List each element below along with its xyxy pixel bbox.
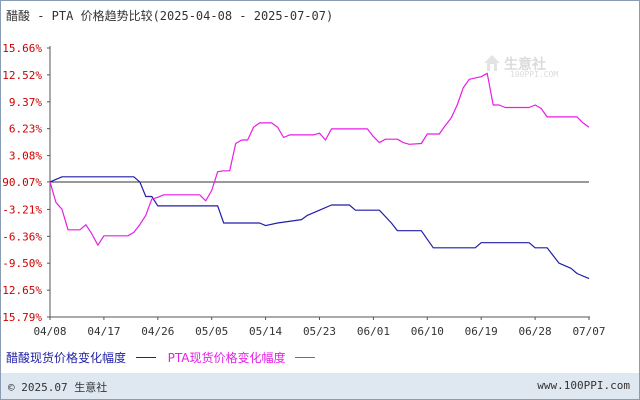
house-logo-icon (484, 55, 500, 71)
x-tick-label: 06/19 (465, 325, 498, 338)
y-tick-label: 12.52% (2, 69, 42, 82)
x-tick-label: 05/05 (195, 325, 228, 338)
watermark-logo: 生意社 100PPI.COM (482, 53, 578, 81)
y-tick-label: -3.21% (2, 203, 42, 216)
y-tick-label: 9.37% (9, 96, 42, 109)
y-tick-label: -12.65% (0, 284, 42, 297)
y-tick-label: -9.50% (2, 257, 42, 270)
x-tick-label: 06/10 (411, 325, 444, 338)
x-tick-label: 05/14 (249, 325, 282, 338)
y-tick-label: 3.08% (9, 150, 42, 163)
x-tick-label: 06/01 (357, 325, 390, 338)
watermark-subtext: 100PPI.COM (510, 70, 559, 79)
y-tick-label: -6.36% (2, 230, 42, 243)
x-tick-label: 05/23 (303, 325, 336, 338)
legend-label-acetic-acid: 醋酸现货价格变化幅度 (6, 351, 127, 365)
legend-line-acetic-acid (135, 357, 156, 358)
x-tick-label: 04/08 (33, 325, 66, 338)
y-tick-label: -15.79% (0, 311, 42, 324)
x-tick-label: 07/07 (572, 325, 605, 338)
legend-line-pta (295, 357, 316, 358)
x-tick-label: 04/17 (87, 325, 120, 338)
y-tick-label: 90.07% (2, 176, 42, 189)
y-tick-label: 6.23% (9, 123, 42, 136)
x-tick-label: 06/28 (519, 325, 552, 338)
series-line-pta (49, 72, 590, 246)
legend-label-pta: PTA现货价格变化幅度 (167, 351, 286, 365)
series-line-acetic-acid (49, 176, 590, 280)
chart-legend: 醋酸现货价格变化幅度 PTA现货价格变化幅度 (6, 349, 323, 366)
footer-bar (1, 373, 639, 399)
chart-title: 醋酸 - PTA 价格趋势比较(2025-04-08 - 2025-07-07) (6, 9, 334, 23)
watermark-text: 生意社 (504, 57, 546, 73)
footer-link[interactable]: www.100PPI.com (537, 379, 630, 392)
x-tick-label: 04/26 (141, 325, 174, 338)
footer-copyright: © 2025.07 生意社 (8, 381, 108, 394)
y-tick-label: 15.66% (2, 42, 42, 55)
